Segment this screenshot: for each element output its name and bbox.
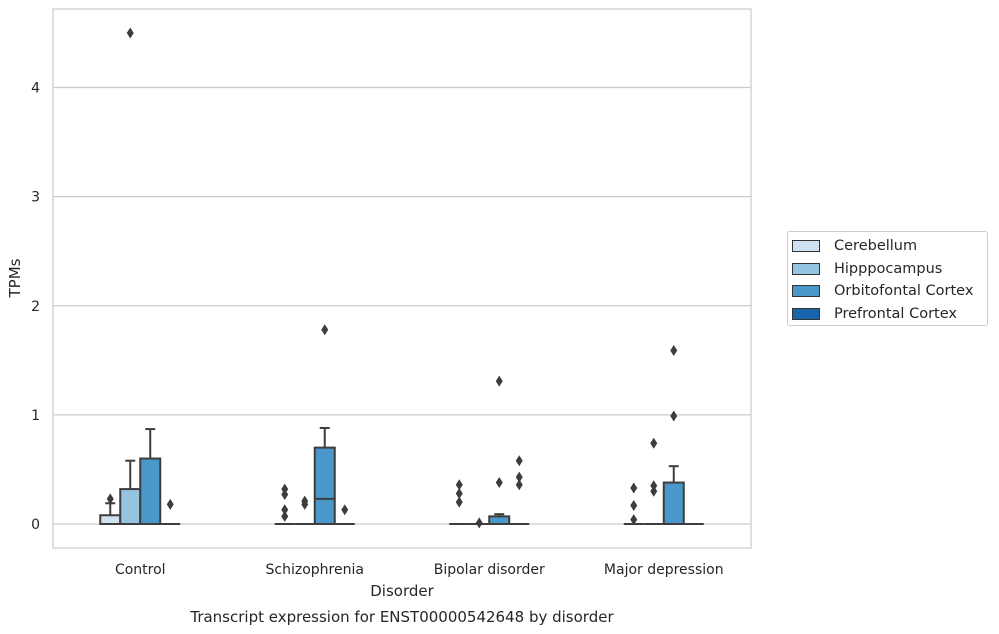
outlier-point bbox=[495, 477, 503, 489]
legend-label: Hipppocampus bbox=[834, 260, 943, 277]
box-cerebellum bbox=[449, 479, 470, 525]
box-prefrontal-cortex bbox=[334, 504, 355, 525]
outlier-point bbox=[670, 345, 678, 357]
box-iqr bbox=[99, 514, 122, 525]
box-hipppocampus bbox=[643, 437, 664, 525]
outlier-point bbox=[341, 504, 349, 516]
outlier-point bbox=[670, 410, 678, 422]
box-orbitofontal-cortex bbox=[488, 375, 511, 525]
outlier-point bbox=[455, 496, 463, 508]
outlier-point bbox=[301, 495, 309, 507]
box-orbitofontal-cortex bbox=[662, 345, 685, 525]
box-orbitofontal-cortex bbox=[313, 324, 336, 525]
legend-label: Orbitofontal Cortex bbox=[834, 283, 974, 300]
outlier-point bbox=[515, 471, 523, 483]
legend-swatch bbox=[792, 307, 820, 320]
outlier-point bbox=[650, 480, 658, 492]
legend: Cerebellum Hipppocampus Orbitofontal Corte… bbox=[787, 231, 988, 326]
outlier-point bbox=[630, 514, 638, 526]
box-iqr bbox=[313, 446, 336, 525]
box-hipppocampus bbox=[119, 27, 142, 525]
y-tick-label: 1 bbox=[31, 408, 40, 424]
x-tick-label: Control bbox=[115, 562, 166, 578]
legend-label: Cerebellum bbox=[834, 238, 918, 255]
x-tick-label: Major depression bbox=[604, 562, 724, 578]
outlier-point bbox=[281, 504, 289, 516]
outlier-point bbox=[630, 482, 638, 494]
plot-frame bbox=[52, 8, 752, 549]
y-tick-label: 3 bbox=[31, 190, 40, 206]
box-hipppocampus bbox=[294, 495, 315, 525]
x-axis-title: Disorder bbox=[370, 582, 434, 600]
y-axis-title: TPMs bbox=[6, 258, 24, 298]
x-tick-label: Schizophrenia bbox=[266, 562, 364, 578]
outlier-point bbox=[515, 455, 523, 467]
box-iqr bbox=[488, 515, 511, 525]
outlier-point bbox=[321, 324, 329, 336]
legend-item: Cerebellum bbox=[792, 235, 987, 258]
legend-item: Hipppocampus bbox=[792, 258, 987, 281]
outlier-point bbox=[126, 27, 134, 39]
box-hipppocampus bbox=[469, 517, 490, 529]
box-iqr bbox=[119, 488, 142, 525]
outlier-point bbox=[475, 517, 483, 529]
legend-swatch bbox=[792, 285, 820, 298]
y-tick-label: 2 bbox=[31, 299, 40, 315]
legend-item: Orbitofontal Cortex bbox=[792, 280, 987, 303]
boxplot-marks bbox=[99, 27, 704, 529]
y-tick-label: 0 bbox=[31, 517, 40, 533]
outlier-point bbox=[630, 499, 638, 511]
y-tick-label: 4 bbox=[31, 81, 40, 97]
x-tick-label: Bipolar disorder bbox=[434, 562, 545, 578]
tick-labels: 0 1 2 3 4 Control Schizophrenia Bipolar disorde… bbox=[31, 81, 724, 578]
outlier-point bbox=[281, 483, 289, 495]
box-iqr bbox=[662, 481, 685, 525]
chart-caption: Transcript expression for ENST0000054264… bbox=[189, 608, 614, 626]
legend-swatch bbox=[792, 240, 820, 253]
outlier-point bbox=[106, 493, 114, 505]
outlier-point bbox=[166, 498, 174, 510]
outlier-point bbox=[650, 437, 658, 449]
box-cerebellum bbox=[274, 483, 295, 525]
box-iqr bbox=[139, 457, 162, 525]
box-prefrontal-cortex bbox=[160, 498, 181, 525]
box-orbitofontal-cortex bbox=[139, 428, 162, 525]
legend-label: Prefrontal Cortex bbox=[834, 305, 957, 322]
outlier-point bbox=[515, 479, 523, 491]
box-cerebellum bbox=[623, 482, 644, 526]
box-prefrontal-cortex bbox=[509, 455, 530, 525]
outlier-point bbox=[495, 375, 503, 387]
legend-item: Prefrontal Cortex bbox=[792, 303, 987, 326]
legend-swatch bbox=[792, 262, 820, 275]
outlier-point bbox=[281, 510, 289, 522]
box-cerebellum bbox=[99, 493, 122, 525]
outlier-point bbox=[455, 479, 463, 491]
outlier-point bbox=[455, 487, 463, 499]
